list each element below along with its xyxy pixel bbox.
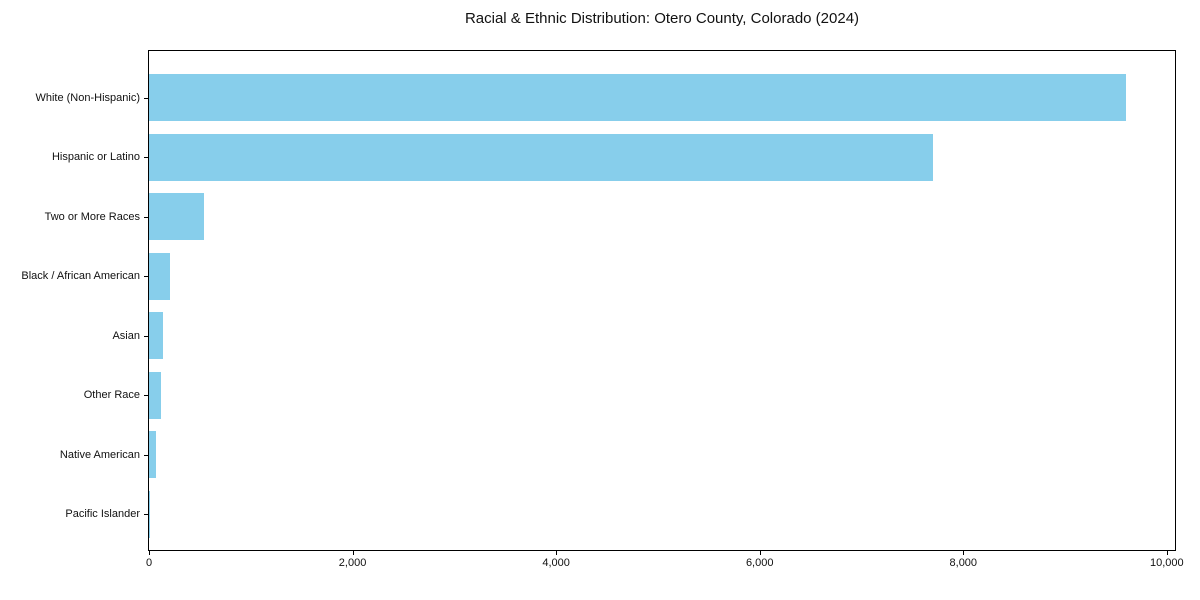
y-tick-mark [144,216,148,218]
x-tick-label: 0 [145,557,153,569]
bar-black-african-american [149,252,171,300]
y-axis-label: Black / African American [21,270,140,283]
y-axis-label: Hispanic or Latino [51,151,140,164]
y-tick-mark [144,276,148,278]
bar-asian [149,312,164,360]
x-tick-label: 4,000 [542,557,570,569]
x-tick-mark [556,551,558,555]
y-axis-label: Two or More Races [44,210,140,223]
bar-native-american [149,431,157,479]
y-tick-mark [144,157,148,159]
x-tick-label: 2,000 [338,557,367,569]
bar-white-non-hispanic [149,74,1127,122]
x-tick-label: 10,000 [1150,557,1184,569]
x-tick-mark [1166,551,1168,555]
y-tick-mark [144,454,148,456]
y-tick-mark [144,97,148,99]
y-axis-label: Asian [112,329,140,342]
y-axis-label: Native American [59,448,140,461]
y-tick-mark [144,514,148,516]
chart-title: Racial & Ethnic Distribution: Otero Coun… [464,10,860,27]
y-axis-label: Pacific Islander [65,508,140,521]
x-tick-mark [759,551,761,555]
y-axis-label: Other Race [83,389,140,402]
x-tick-mark [352,551,354,555]
x-tick-mark [963,551,965,555]
bar-pacific-islander [149,490,151,538]
bar-hispanic-or-latino [149,133,933,181]
x-tick-label: 6,000 [745,557,774,569]
x-tick-label: 8,000 [949,557,978,569]
bar-other-race [149,371,162,419]
bar-two-or-more-races [149,193,204,241]
y-tick-mark [144,335,148,337]
y-axis-label: White (Non-Hispanic) [35,91,140,104]
x-tick-mark [149,551,150,555]
y-tick-mark [144,395,148,397]
plot-area [148,50,1176,551]
